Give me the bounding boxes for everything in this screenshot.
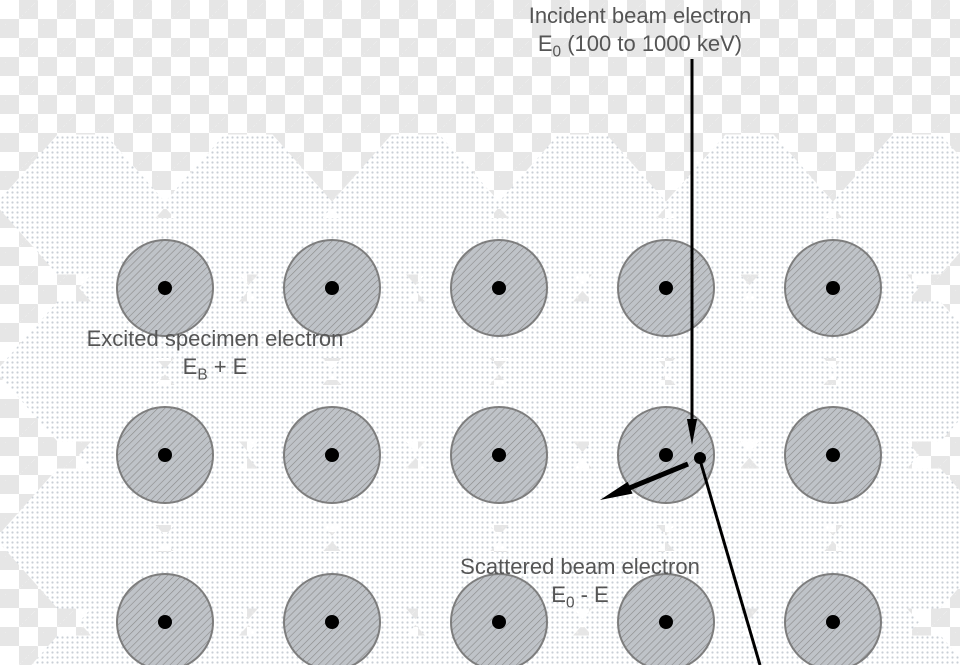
label-scattered: Scattered beam electronE0 - E bbox=[380, 553, 780, 612]
label-incident: Incident beam electronE0 (100 to 1000 ke… bbox=[440, 2, 840, 61]
label-excited: Excited specimen electronEB + E bbox=[15, 325, 415, 384]
diagram-stage: Incident beam electronE0 (100 to 1000 ke… bbox=[0, 0, 960, 665]
